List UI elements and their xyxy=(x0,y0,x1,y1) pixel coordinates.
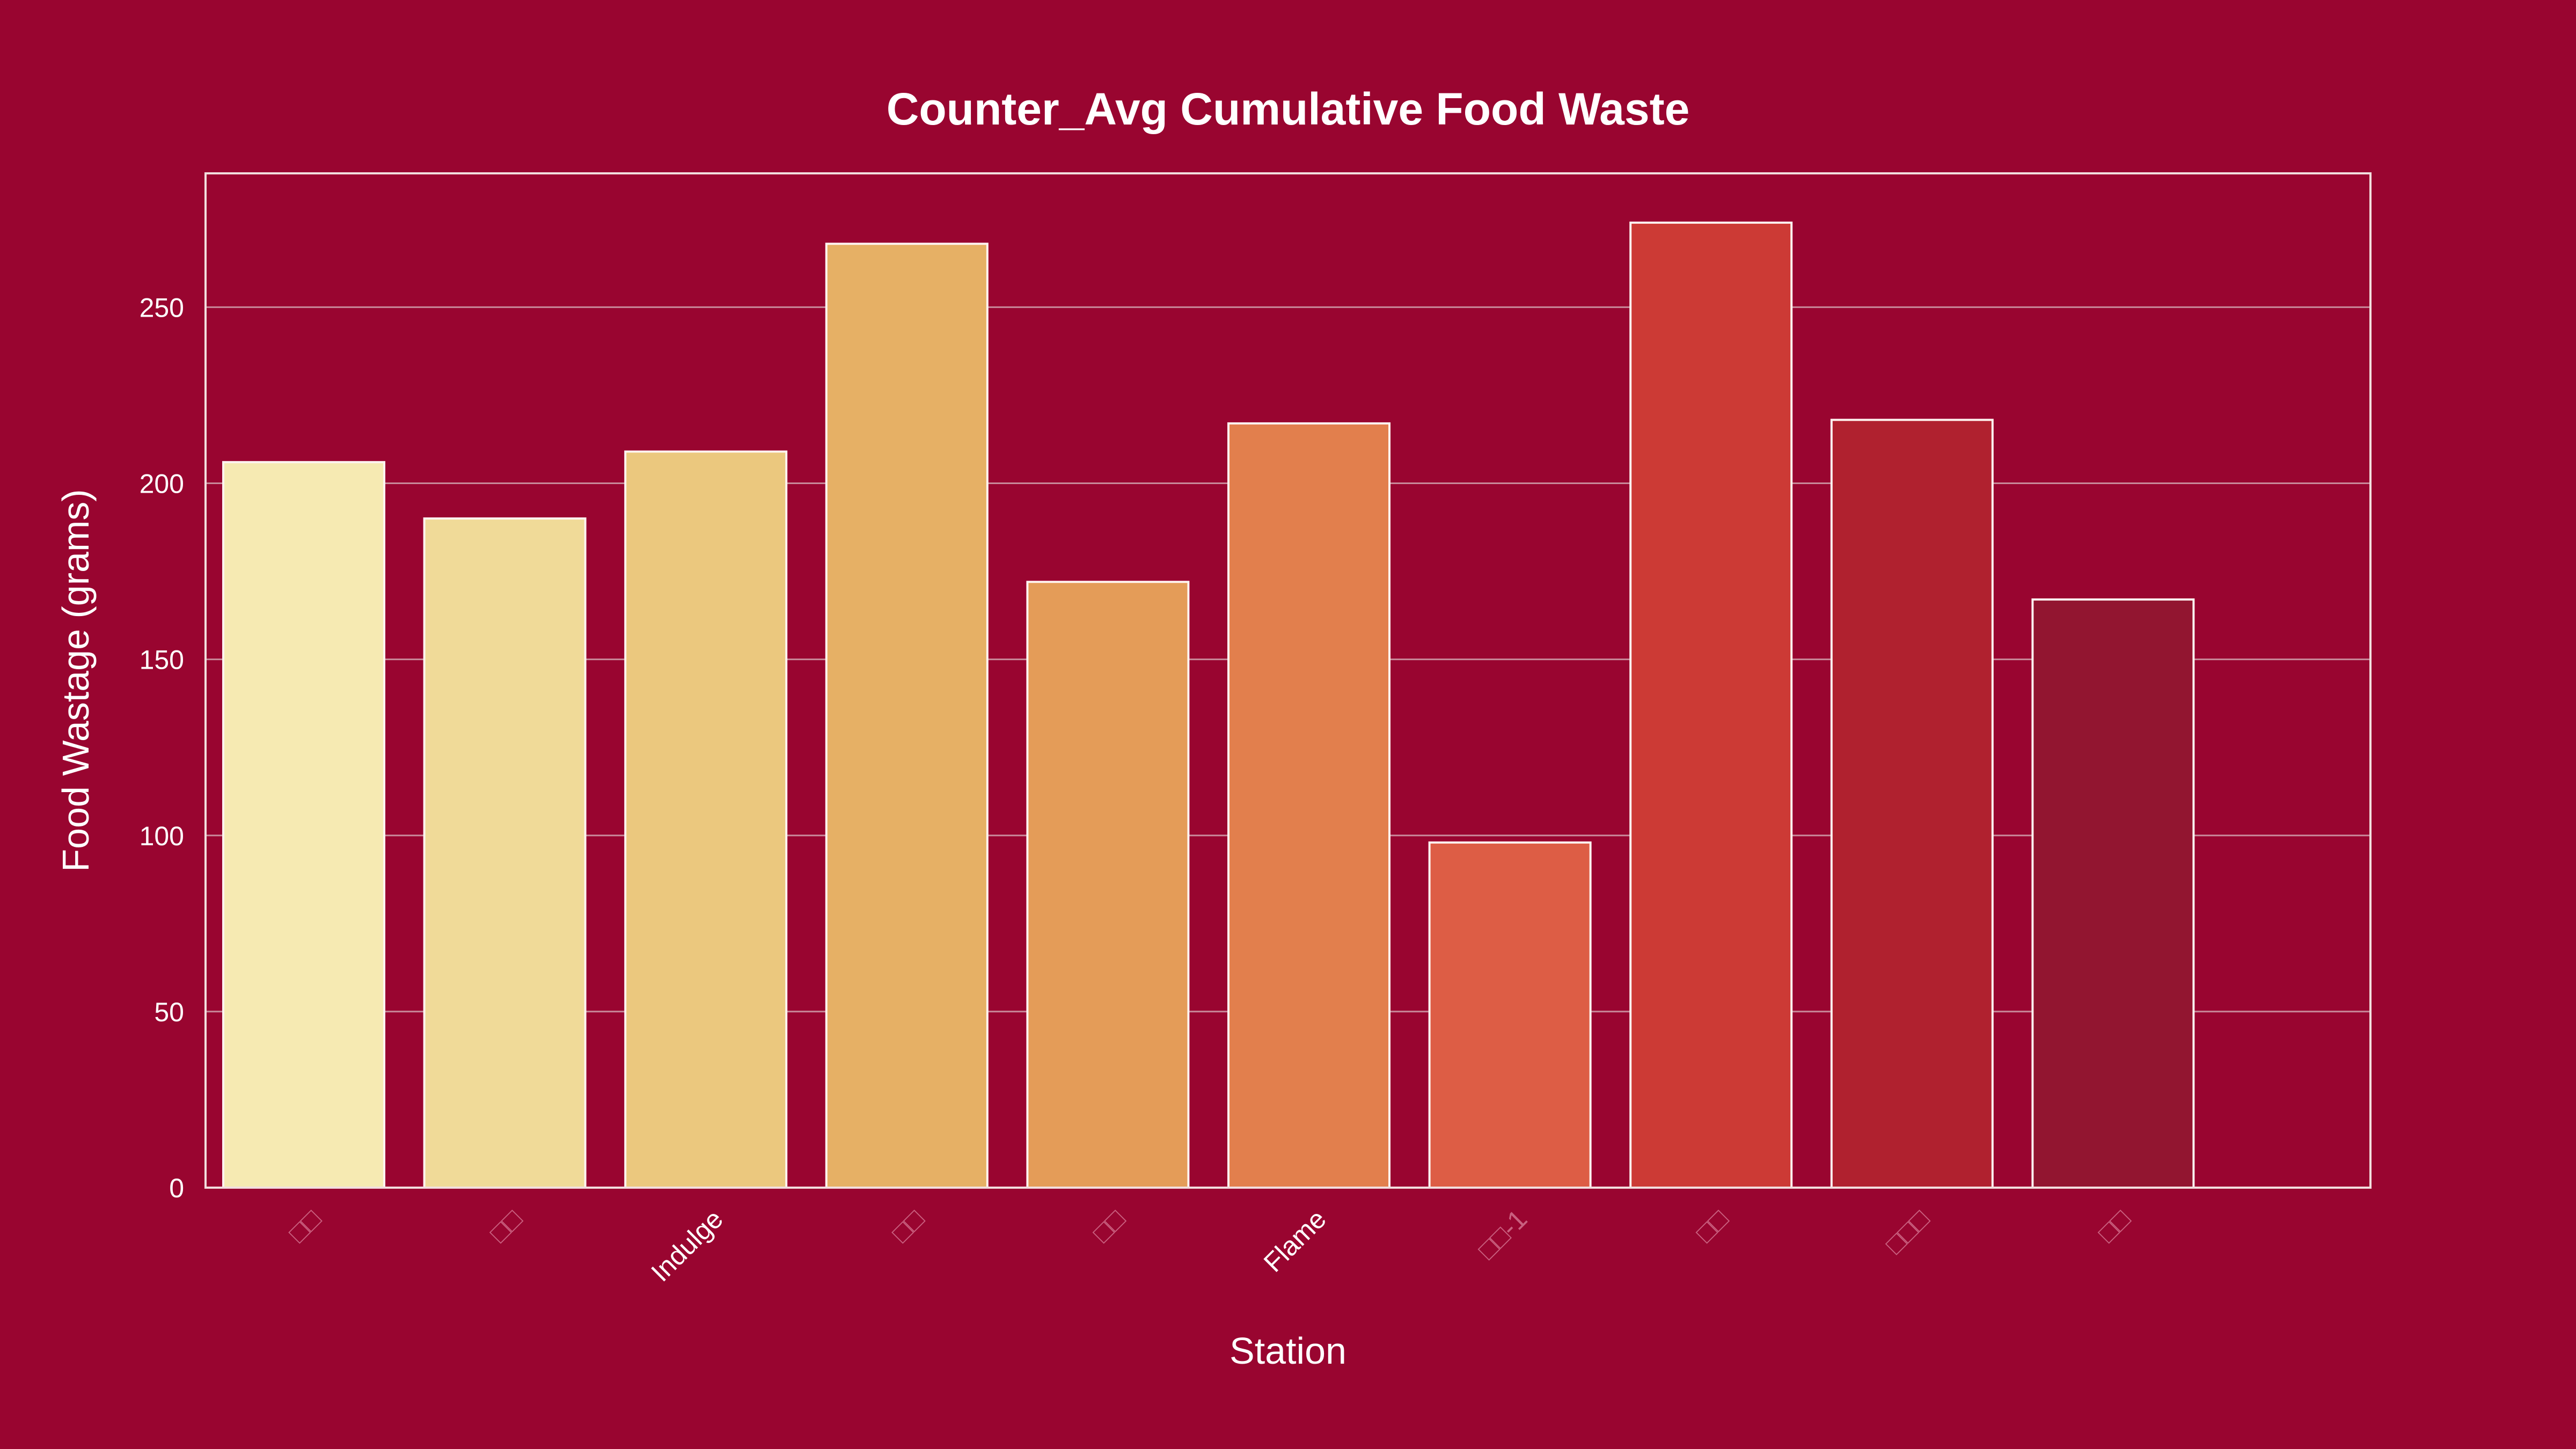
bar xyxy=(1428,841,1592,1189)
bar xyxy=(1629,221,1793,1189)
plot-area-border xyxy=(204,172,2372,1189)
y-tick-labels: 0 50 100 150 200 250 xyxy=(140,292,184,1203)
bar xyxy=(1026,581,1190,1189)
y-tick-label: 100 xyxy=(140,821,184,851)
y-tick-label: 150 xyxy=(140,645,184,675)
bar xyxy=(1830,419,1994,1189)
bar xyxy=(1227,422,1391,1189)
chart-title: Counter_Avg Cumulative Food Waste xyxy=(887,84,1690,134)
bar xyxy=(825,243,989,1189)
y-tick-label: 200 xyxy=(140,469,184,499)
y-axis-label: Food Wastage (grams) xyxy=(55,489,97,872)
bar xyxy=(222,461,385,1189)
y-tick-label: 50 xyxy=(154,997,184,1027)
bar xyxy=(2031,598,2195,1189)
y-tick-label: 250 xyxy=(140,292,184,323)
bar xyxy=(624,450,788,1189)
y-tick-label: 0 xyxy=(169,1173,184,1203)
bars xyxy=(222,221,2195,1189)
x-axis-label: Station xyxy=(1230,1330,1346,1372)
bar xyxy=(423,517,587,1189)
